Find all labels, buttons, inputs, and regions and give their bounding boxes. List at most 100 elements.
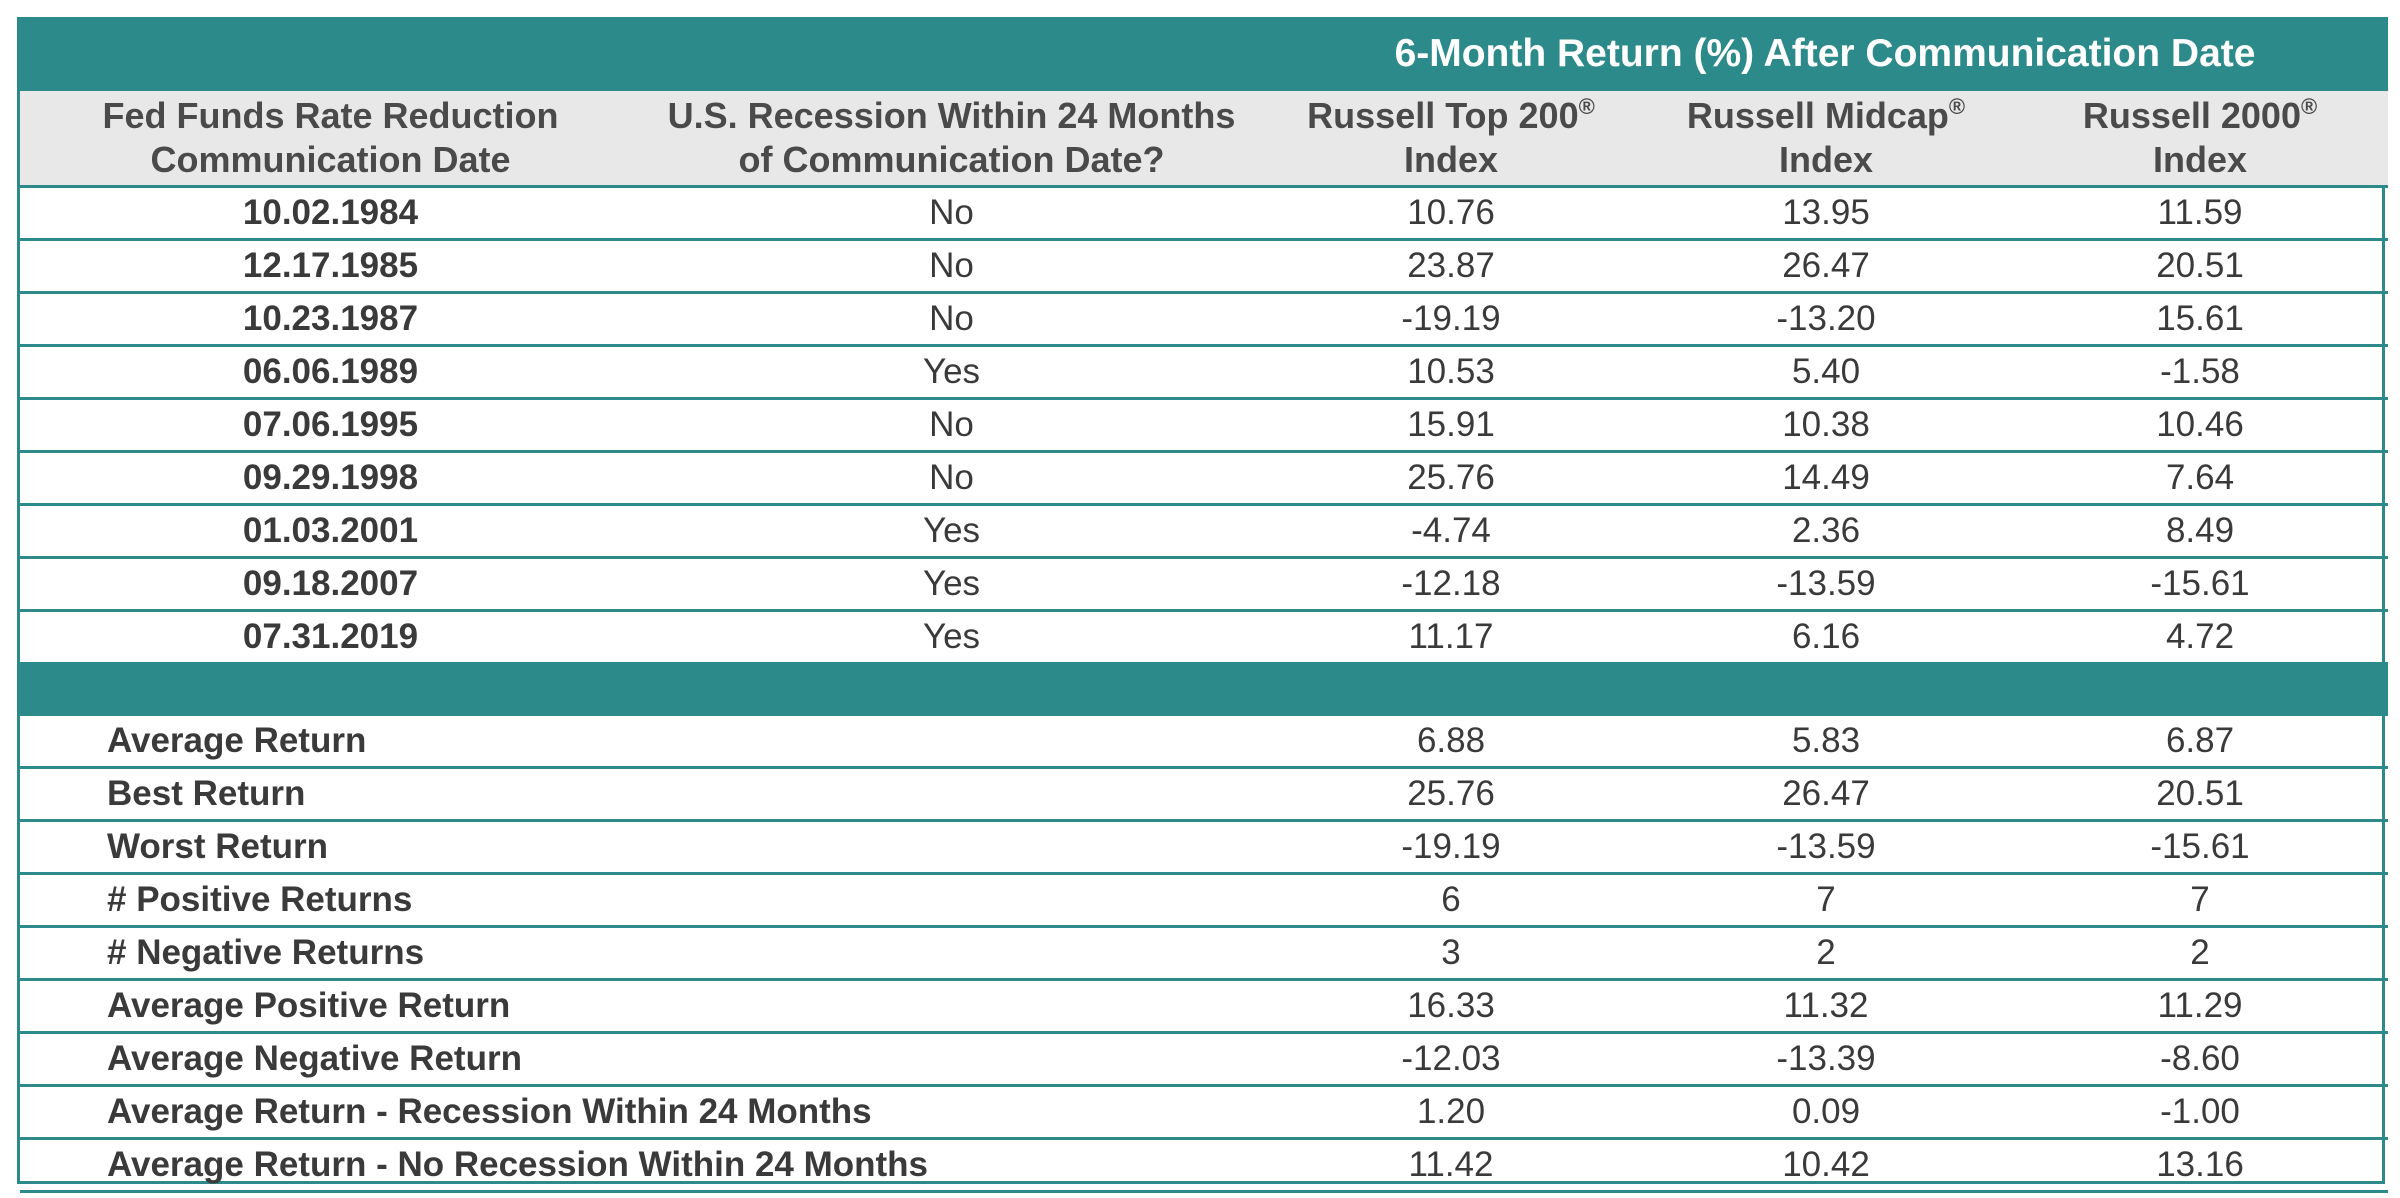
cell-russell2000: -1.00	[2012, 1085, 2389, 1140]
cell-top200: 11.42	[1262, 1138, 1640, 1193]
cell-top200: 15.91	[1262, 398, 1640, 453]
cell-top200: 25.76	[1262, 451, 1640, 506]
summary-label: Average Return	[20, 716, 1262, 769]
cell-russell2000: 11.59	[2012, 186, 2389, 241]
cell-top200: 25.76	[1262, 767, 1640, 822]
table-row: 09.29.1998 No 25.76 14.49 7.64	[20, 451, 2389, 506]
cell-midcap: 26.47	[1640, 239, 2012, 294]
table-row: 10.23.1987 No -19.19 -13.20 15.61	[20, 292, 2389, 347]
cell-midcap: -13.59	[1640, 557, 2012, 612]
cell-midcap: 2	[1640, 926, 2012, 981]
cell-midcap: 6.16	[1640, 610, 2012, 665]
cell-russell2000: 7.64	[2012, 451, 2389, 506]
cell-date: 06.06.1989	[20, 345, 641, 400]
cell-midcap: 26.47	[1640, 767, 2012, 822]
cell-russell2000: 20.51	[2012, 239, 2389, 294]
cell-russell2000: -15.61	[2012, 557, 2389, 612]
summary-row: Average Negative Return -12.03 -13.39 -8.60	[20, 1032, 2389, 1087]
cell-russell2000: 8.49	[2012, 504, 2389, 559]
returns-table-container: 6-Month Return (%) After Communication D…	[17, 17, 2389, 1193]
cell-top200: 11.17	[1262, 610, 1640, 665]
summary-row: # Positive Returns 6 7 7	[20, 873, 2389, 928]
table-row: 07.06.1995 No 15.91 10.38 10.46	[20, 398, 2389, 453]
table-row: 01.03.2001 Yes -4.74 2.36 8.49	[20, 504, 2389, 559]
section-divider	[20, 663, 2389, 716]
column-header-row: Fed Funds Rate Reduction Communication Da…	[20, 91, 2389, 188]
summary-row: Average Return - No Recession Within 24 …	[20, 1138, 2389, 1193]
cell-date: 09.18.2007	[20, 557, 641, 612]
cell-date: 01.03.2001	[20, 504, 641, 559]
cell-top200: 3	[1262, 926, 1640, 981]
cell-midcap: -13.59	[1640, 820, 2012, 875]
cell-date: 09.29.1998	[20, 451, 641, 506]
cell-midcap: 5.83	[1640, 716, 2012, 769]
cell-russell2000: 10.46	[2012, 398, 2389, 453]
cell-top200: -4.74	[1262, 504, 1640, 559]
cell-russell2000: -15.61	[2012, 820, 2389, 875]
cell-midcap: 5.40	[1640, 345, 2012, 400]
cell-recession: No	[641, 451, 1262, 506]
summary-row: Average Return 6.88 5.83 6.87	[20, 716, 2389, 769]
summary-row: Average Return - Recession Within 24 Mon…	[20, 1085, 2389, 1140]
cell-russell2000: 20.51	[2012, 767, 2389, 822]
cell-recession: No	[641, 292, 1262, 347]
table-row: 07.31.2019 Yes 11.17 6.16 4.72	[20, 610, 2389, 665]
summary-row: Worst Return -19.19 -13.59 -15.61	[20, 820, 2389, 875]
cell-russell2000: 4.72	[2012, 610, 2389, 665]
cell-midcap: 7	[1640, 873, 2012, 928]
cell-midcap: 2.36	[1640, 504, 2012, 559]
cell-midcap: -13.39	[1640, 1032, 2012, 1087]
cell-recession: Yes	[641, 504, 1262, 559]
cell-top200: 6	[1262, 873, 1640, 928]
cell-top200: 16.33	[1262, 979, 1640, 1034]
cell-top200: -19.19	[1262, 292, 1640, 347]
summary-label: Average Return - Recession Within 24 Mon…	[20, 1085, 1262, 1140]
column-header-date: Fed Funds Rate Reduction Communication Da…	[20, 91, 641, 188]
cell-midcap: -13.20	[1640, 292, 2012, 347]
cell-recession: No	[641, 398, 1262, 453]
column-header-midcap: Russell Midcap® Index	[1640, 91, 2012, 188]
cell-recession: No	[641, 239, 1262, 294]
cell-top200: 10.76	[1262, 186, 1640, 241]
summary-label: Average Return - No Recession Within 24 …	[20, 1138, 1262, 1193]
summary-label: Average Positive Return	[20, 979, 1262, 1034]
group-header: 6-Month Return (%) After Communication D…	[1262, 17, 2389, 91]
table-row: 10.02.1984 No 10.76 13.95 11.59	[20, 186, 2389, 241]
cell-russell2000: 2	[2012, 926, 2389, 981]
cell-date: 12.17.1985	[20, 239, 641, 294]
cell-russell2000: -1.58	[2012, 345, 2389, 400]
table-row: 06.06.1989 Yes 10.53 5.40 -1.58	[20, 345, 2389, 400]
summary-label: # Negative Returns	[20, 926, 1262, 981]
summary-row: # Negative Returns 3 2 2	[20, 926, 2389, 981]
cell-recession: Yes	[641, 557, 1262, 612]
cell-midcap: 10.38	[1640, 398, 2012, 453]
returns-table: 6-Month Return (%) After Communication D…	[20, 17, 2389, 1193]
cell-midcap: 13.95	[1640, 186, 2012, 241]
cell-top200: 1.20	[1262, 1085, 1640, 1140]
cell-date: 07.31.2019	[20, 610, 641, 665]
summary-row: Average Positive Return 16.33 11.32 11.29	[20, 979, 2389, 1034]
cell-midcap: 11.32	[1640, 979, 2012, 1034]
cell-date: 10.23.1987	[20, 292, 641, 347]
cell-russell2000: 15.61	[2012, 292, 2389, 347]
cell-russell2000: 7	[2012, 873, 2389, 928]
cell-midcap: 10.42	[1640, 1138, 2012, 1193]
column-header-recession: U.S. Recession Within 24 Months of Commun…	[641, 91, 1262, 188]
table-row: 09.18.2007 Yes -12.18 -13.59 -15.61	[20, 557, 2389, 612]
cell-recession: No	[641, 186, 1262, 241]
table-row: 12.17.1985 No 23.87 26.47 20.51	[20, 239, 2389, 294]
column-header-russell2000: Russell 2000® Index	[2012, 91, 2389, 188]
summary-label: Worst Return	[20, 820, 1262, 875]
cell-russell2000: 6.87	[2012, 716, 2389, 769]
cell-russell2000: 13.16	[2012, 1138, 2389, 1193]
group-header-row: 6-Month Return (%) After Communication D…	[20, 17, 2389, 91]
cell-recession: Yes	[641, 610, 1262, 665]
cell-top200: 6.88	[1262, 716, 1640, 769]
summary-label: Average Negative Return	[20, 1032, 1262, 1087]
cell-russell2000: -8.60	[2012, 1032, 2389, 1087]
cell-date: 10.02.1984	[20, 186, 641, 241]
cell-top200: -12.18	[1262, 557, 1640, 612]
summary-label: # Positive Returns	[20, 873, 1262, 928]
cell-russell2000: 11.29	[2012, 979, 2389, 1034]
cell-midcap: 0.09	[1640, 1085, 2012, 1140]
